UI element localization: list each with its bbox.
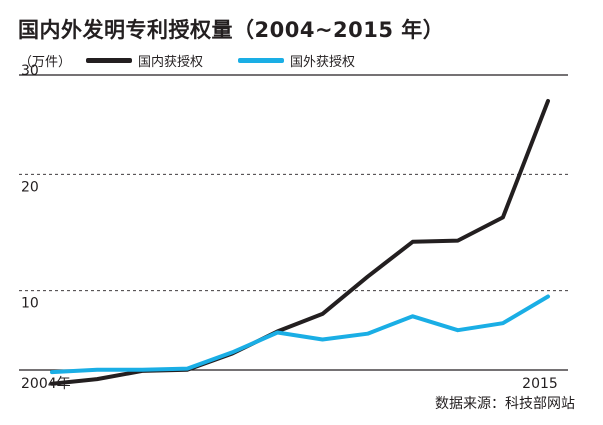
series-layer <box>50 99 550 386</box>
unit-label: （万件） <box>19 55 72 70</box>
legend-label-domestic: 国内获授权 <box>138 55 204 70</box>
chart-title: 国内外发明专利授权量（2004~2015 年） <box>18 18 445 42</box>
series-line-1 <box>50 294 550 375</box>
legend-swatch-domestic <box>86 58 132 63</box>
legend-label-foreign: 国外获授权 <box>290 55 356 70</box>
legend-item-domestic: 国内获授权 <box>86 51 203 70</box>
x-tick-label-2004: 2004年 <box>21 376 71 392</box>
tick-layer: 10 20 30 2004年 2015 <box>21 63 558 392</box>
series-line-0 <box>50 99 550 386</box>
y-tick-label-10: 10 <box>21 296 39 312</box>
data-source: 数据来源：科技部网站 <box>435 396 575 412</box>
y-tick-label-20: 20 <box>21 179 39 195</box>
legend-swatch-foreign <box>238 58 284 63</box>
x-tick-label-2015: 2015 <box>522 376 558 392</box>
legend-item-foreign: 国外获授权 <box>238 51 355 70</box>
y-tick-label-30: 30 <box>21 63 39 79</box>
